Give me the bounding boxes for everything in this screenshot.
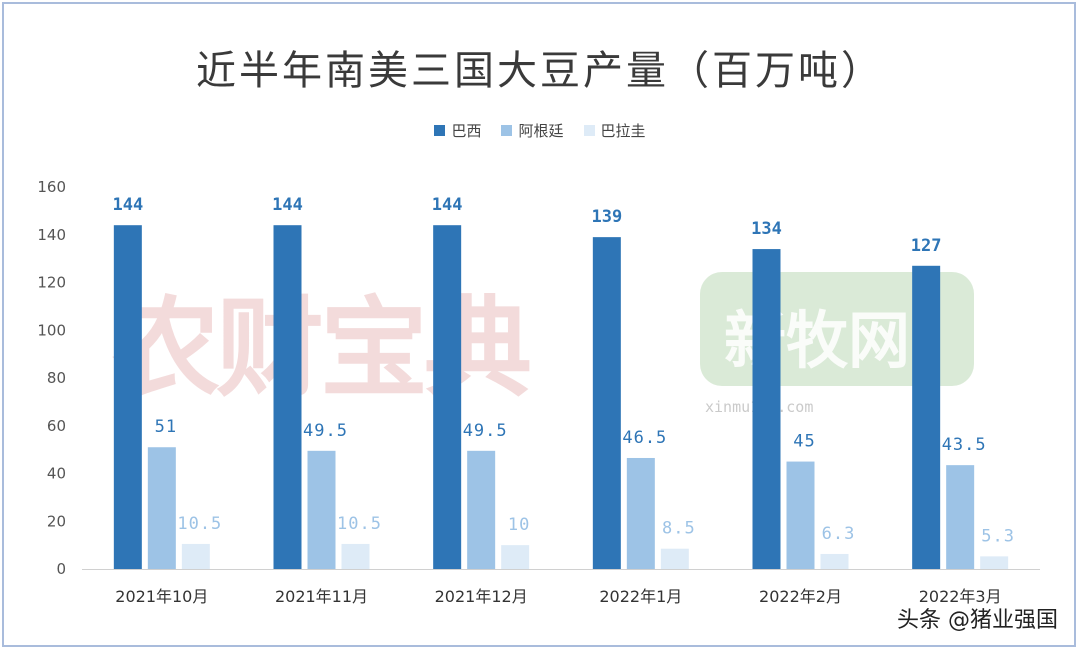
y-tick-label: 20 bbox=[47, 512, 66, 530]
bar bbox=[946, 465, 975, 569]
y-tick-label: 80 bbox=[47, 369, 66, 387]
x-tick-label: 2022年2月 bbox=[759, 587, 842, 606]
bar bbox=[980, 556, 1009, 569]
source-credit: 头条 @猪业强国 bbox=[897, 608, 1058, 633]
y-tick-label: 100 bbox=[37, 321, 66, 339]
data-label: 49.5 bbox=[463, 421, 508, 441]
bar bbox=[433, 225, 462, 569]
data-label: 5.3 bbox=[981, 526, 1015, 546]
data-label: 10.5 bbox=[337, 514, 382, 534]
chart-legend: 巴西 阿根廷 巴拉圭 bbox=[0, 120, 1080, 141]
data-label: 46.5 bbox=[622, 428, 667, 448]
y-tick-label: 40 bbox=[47, 465, 66, 483]
bar bbox=[592, 237, 621, 569]
legend-swatch-argentina bbox=[501, 125, 513, 136]
legend-item-brazil: 巴西 bbox=[434, 120, 481, 141]
bar bbox=[786, 461, 815, 569]
legend-item-argentina: 阿根廷 bbox=[501, 120, 564, 141]
bar bbox=[181, 543, 210, 569]
legend-label-brazil: 巴西 bbox=[451, 122, 482, 140]
data-label: 144 bbox=[272, 195, 303, 215]
data-label: 144 bbox=[432, 195, 463, 215]
legend-label-argentina: 阿根廷 bbox=[518, 122, 564, 140]
x-tick-label: 2022年3月 bbox=[919, 587, 1002, 606]
legend-swatch-brazil bbox=[434, 125, 446, 136]
data-label: 8.5 bbox=[662, 519, 696, 539]
data-label: 144 bbox=[112, 195, 143, 215]
legend-label-paraguay: 巴拉圭 bbox=[600, 122, 646, 140]
data-label: 45 bbox=[793, 432, 815, 452]
legend-swatch-paraguay bbox=[583, 125, 595, 136]
bar bbox=[820, 553, 849, 569]
bar bbox=[273, 225, 302, 569]
x-tick-label: 2021年12月 bbox=[435, 587, 528, 606]
data-label: 43.5 bbox=[942, 435, 987, 455]
data-label: 6.3 bbox=[822, 524, 856, 544]
x-tick-label: 2021年11月 bbox=[275, 587, 368, 606]
data-label: 139 bbox=[591, 207, 622, 227]
y-tick-label: 120 bbox=[37, 274, 66, 292]
bar bbox=[501, 545, 530, 569]
bar bbox=[307, 450, 336, 569]
bar bbox=[752, 249, 781, 569]
legend-item-paraguay: 巴拉圭 bbox=[583, 120, 646, 141]
chart-title: 近半年南美三国大豆产量（百万吨） bbox=[196, 48, 884, 94]
y-tick-label: 60 bbox=[47, 417, 66, 435]
data-label: 51 bbox=[155, 417, 177, 437]
data-label: 10.5 bbox=[177, 514, 222, 534]
bar bbox=[626, 457, 655, 569]
bar bbox=[467, 450, 496, 569]
x-tick-label: 2022年1月 bbox=[599, 587, 682, 606]
y-tick-label: 0 bbox=[56, 560, 66, 578]
y-tick-label: 160 bbox=[37, 178, 66, 196]
bar bbox=[660, 548, 689, 569]
data-label: 134 bbox=[751, 219, 782, 239]
bar bbox=[147, 447, 176, 569]
data-label: 49.5 bbox=[303, 421, 348, 441]
data-label: 127 bbox=[911, 236, 942, 256]
data-label: 10 bbox=[508, 515, 530, 535]
bar bbox=[341, 543, 370, 569]
bar bbox=[912, 265, 941, 569]
bar bbox=[113, 225, 142, 569]
x-tick-label: 2021年10月 bbox=[115, 587, 208, 606]
y-tick-label: 140 bbox=[37, 226, 66, 244]
watermark-left: 农财宝典 bbox=[112, 287, 532, 412]
